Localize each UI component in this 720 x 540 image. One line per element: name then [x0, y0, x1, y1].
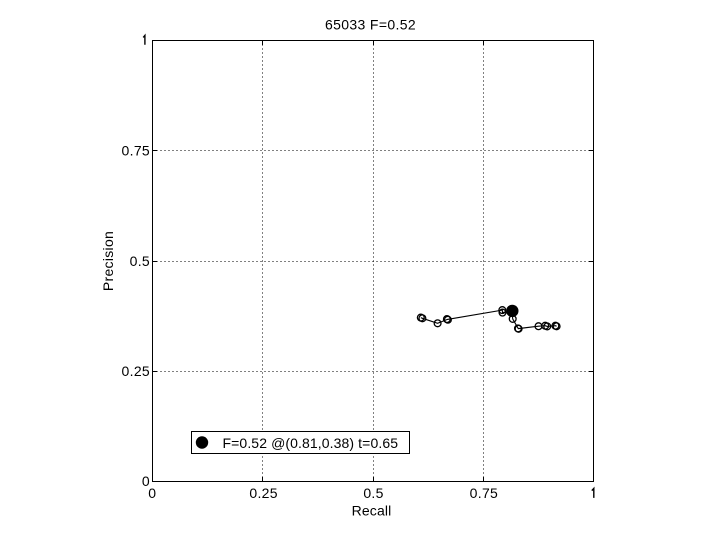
svg-text:0.5: 0.5 — [363, 485, 383, 501]
svg-text:0.25: 0.25 — [249, 485, 277, 501]
svg-text:0.75: 0.75 — [470, 485, 498, 501]
svg-text:0: 0 — [148, 485, 156, 501]
svg-text:0.25: 0.25 — [122, 363, 150, 379]
svg-text:F=0.52 @(0.81,0.38) t=0.65: F=0.52 @(0.81,0.38) t=0.65 — [223, 435, 399, 451]
svg-text:0.75: 0.75 — [122, 142, 150, 158]
svg-text:Recall: Recall — [352, 503, 392, 519]
svg-text:0: 0 — [142, 473, 150, 489]
svg-text:65033 F=0.52: 65033 F=0.52 — [325, 17, 416, 33]
svg-text:0.5: 0.5 — [130, 253, 150, 269]
svg-text:Precision: Precision — [100, 231, 116, 291]
